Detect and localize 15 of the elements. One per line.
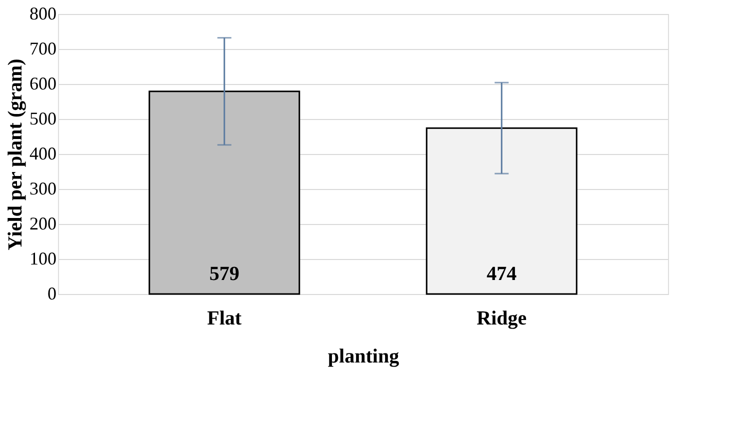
- y-tick-label: 300: [30, 178, 56, 198]
- y-tick-label: 600: [30, 74, 56, 94]
- y-axis-title: Yield per plant (gram): [4, 58, 26, 250]
- y-tick-label: 200: [30, 214, 56, 234]
- x-axis-title: planting: [328, 346, 400, 368]
- y-tick-label: 700: [30, 38, 56, 58]
- y-tick-label: 500: [30, 108, 56, 128]
- y-tick-label: 0: [48, 284, 56, 304]
- data-label: 474: [486, 263, 517, 285]
- y-tick-label: 400: [30, 144, 56, 164]
- x-tick-label: Flat: [207, 308, 242, 330]
- y-tick-label: 800: [30, 4, 56, 24]
- y-tick-label: 100: [30, 248, 56, 268]
- data-label: 579: [209, 263, 240, 285]
- x-tick-label: Ridge: [476, 308, 527, 330]
